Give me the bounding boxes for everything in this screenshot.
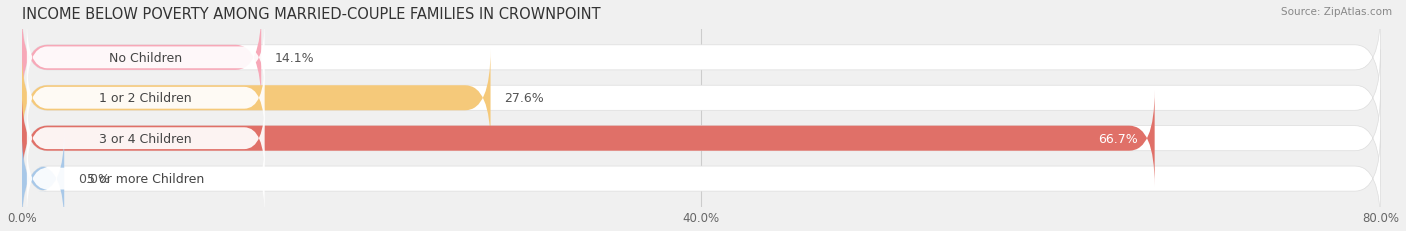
Text: 1 or 2 Children: 1 or 2 Children bbox=[100, 92, 193, 105]
FancyBboxPatch shape bbox=[27, 61, 264, 136]
Text: 66.7%: 66.7% bbox=[1098, 132, 1137, 145]
Text: INCOME BELOW POVERTY AMONG MARRIED-COUPLE FAMILIES IN CROWNPOINT: INCOME BELOW POVERTY AMONG MARRIED-COUPL… bbox=[21, 7, 600, 22]
FancyBboxPatch shape bbox=[21, 50, 491, 146]
FancyBboxPatch shape bbox=[27, 101, 264, 176]
FancyBboxPatch shape bbox=[21, 91, 1154, 186]
FancyBboxPatch shape bbox=[21, 131, 65, 227]
Text: 27.6%: 27.6% bbox=[505, 92, 544, 105]
Text: 3 or 4 Children: 3 or 4 Children bbox=[100, 132, 193, 145]
FancyBboxPatch shape bbox=[21, 91, 1381, 186]
Text: No Children: No Children bbox=[110, 52, 183, 65]
FancyBboxPatch shape bbox=[21, 10, 1381, 106]
FancyBboxPatch shape bbox=[27, 21, 264, 96]
Text: 14.1%: 14.1% bbox=[274, 52, 315, 65]
FancyBboxPatch shape bbox=[21, 50, 1381, 146]
FancyBboxPatch shape bbox=[21, 10, 262, 106]
FancyBboxPatch shape bbox=[27, 141, 264, 216]
Text: 0.0%: 0.0% bbox=[77, 172, 110, 185]
Text: 5 or more Children: 5 or more Children bbox=[87, 172, 204, 185]
Text: Source: ZipAtlas.com: Source: ZipAtlas.com bbox=[1281, 7, 1392, 17]
FancyBboxPatch shape bbox=[21, 131, 1381, 227]
